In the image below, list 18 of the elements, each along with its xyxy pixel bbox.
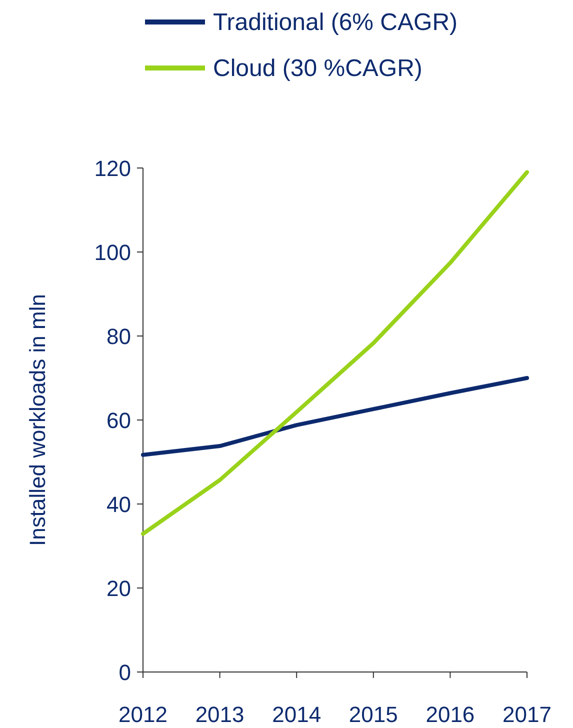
y-tick-label: 120 xyxy=(94,156,131,181)
line-series xyxy=(141,376,529,457)
legend-label: Traditional (6% CAGR) xyxy=(213,9,458,36)
y-axis-title: Installed workloads in mln xyxy=(25,294,50,546)
x-tick-label: 2012 xyxy=(118,702,168,727)
y-tick-label: 20 xyxy=(106,576,131,601)
x-tick-label: 2017 xyxy=(502,702,552,727)
y-tick-label: 60 xyxy=(106,408,131,433)
x-tick-label: 2014 xyxy=(272,702,322,727)
legend-label: Cloud (30 %CAGR) xyxy=(213,55,422,82)
y-tick-label: 0 xyxy=(118,660,131,685)
line-series xyxy=(141,170,529,536)
x-tick-label: 2015 xyxy=(348,702,398,727)
y-tick-label: 80 xyxy=(106,324,131,349)
x-tick-label: 2013 xyxy=(195,702,244,727)
x-tick-label: 2016 xyxy=(426,702,475,727)
y-tick-label: 100 xyxy=(94,240,131,265)
y-tick-label: 40 xyxy=(106,492,131,517)
